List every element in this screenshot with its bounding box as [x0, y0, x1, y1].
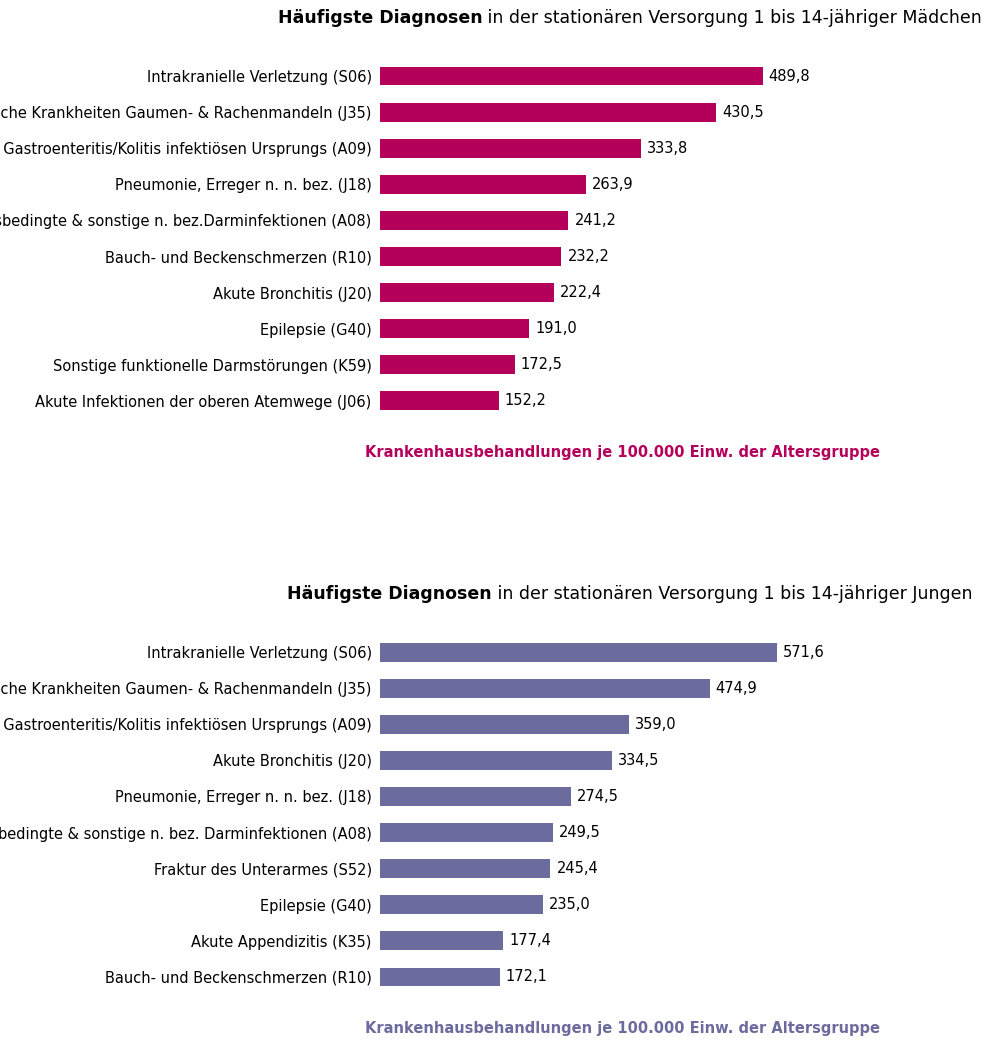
Text: 359,0: 359,0 — [635, 717, 677, 732]
Text: 235,0: 235,0 — [549, 897, 591, 912]
Text: 191,0: 191,0 — [535, 321, 577, 336]
Text: 571,6: 571,6 — [783, 644, 825, 659]
Bar — [380, 66, 763, 85]
Text: 245,4: 245,4 — [556, 861, 598, 876]
Bar — [380, 823, 553, 842]
Bar — [380, 392, 499, 411]
Bar — [380, 175, 586, 194]
Bar — [380, 211, 568, 230]
Bar — [380, 751, 612, 770]
Bar — [380, 787, 571, 806]
Text: 152,2: 152,2 — [505, 394, 547, 409]
Text: 172,1: 172,1 — [506, 970, 547, 985]
Text: 172,5: 172,5 — [521, 357, 563, 373]
Bar — [380, 247, 561, 266]
Text: 177,4: 177,4 — [509, 933, 551, 949]
Text: 263,9: 263,9 — [592, 177, 634, 192]
Bar — [380, 968, 500, 987]
Bar — [380, 103, 716, 121]
Text: 489,8: 489,8 — [769, 68, 810, 83]
Text: 334,5: 334,5 — [618, 753, 660, 768]
Bar — [380, 642, 777, 661]
Text: Krankenhausbehandlungen je 100.000 Einw. der Altersgruppe: Krankenhausbehandlungen je 100.000 Einw.… — [365, 1020, 880, 1036]
Text: in der stationären Versorgung 1 bis 14-jähriger Jungen: in der stationären Versorgung 1 bis 14-j… — [492, 584, 973, 602]
Text: 249,5: 249,5 — [559, 826, 601, 840]
Bar — [380, 319, 529, 338]
Bar — [380, 859, 550, 878]
Text: 222,4: 222,4 — [560, 285, 602, 300]
Bar — [380, 283, 554, 302]
Bar — [380, 679, 710, 698]
Bar — [380, 355, 515, 374]
Bar — [380, 139, 641, 158]
Text: 232,2: 232,2 — [567, 249, 609, 264]
Bar — [380, 715, 629, 734]
Text: 474,9: 474,9 — [716, 680, 758, 696]
Text: 241,2: 241,2 — [574, 213, 616, 227]
Text: Krankenhausbehandlungen je 100.000 Einw. der Altersgruppe: Krankenhausbehandlungen je 100.000 Einw.… — [365, 444, 880, 460]
Text: Häufigste Diagnosen: Häufigste Diagnosen — [278, 8, 482, 26]
Bar — [380, 932, 503, 950]
Text: in der stationären Versorgung 1 bis 14-jähriger Mädchen: in der stationären Versorgung 1 bis 14-j… — [482, 8, 982, 26]
Text: 430,5: 430,5 — [722, 104, 764, 120]
Bar — [380, 895, 543, 914]
Text: 333,8: 333,8 — [647, 141, 688, 156]
Text: Häufigste Diagnosen: Häufigste Diagnosen — [287, 584, 492, 602]
Text: 274,5: 274,5 — [577, 789, 618, 804]
